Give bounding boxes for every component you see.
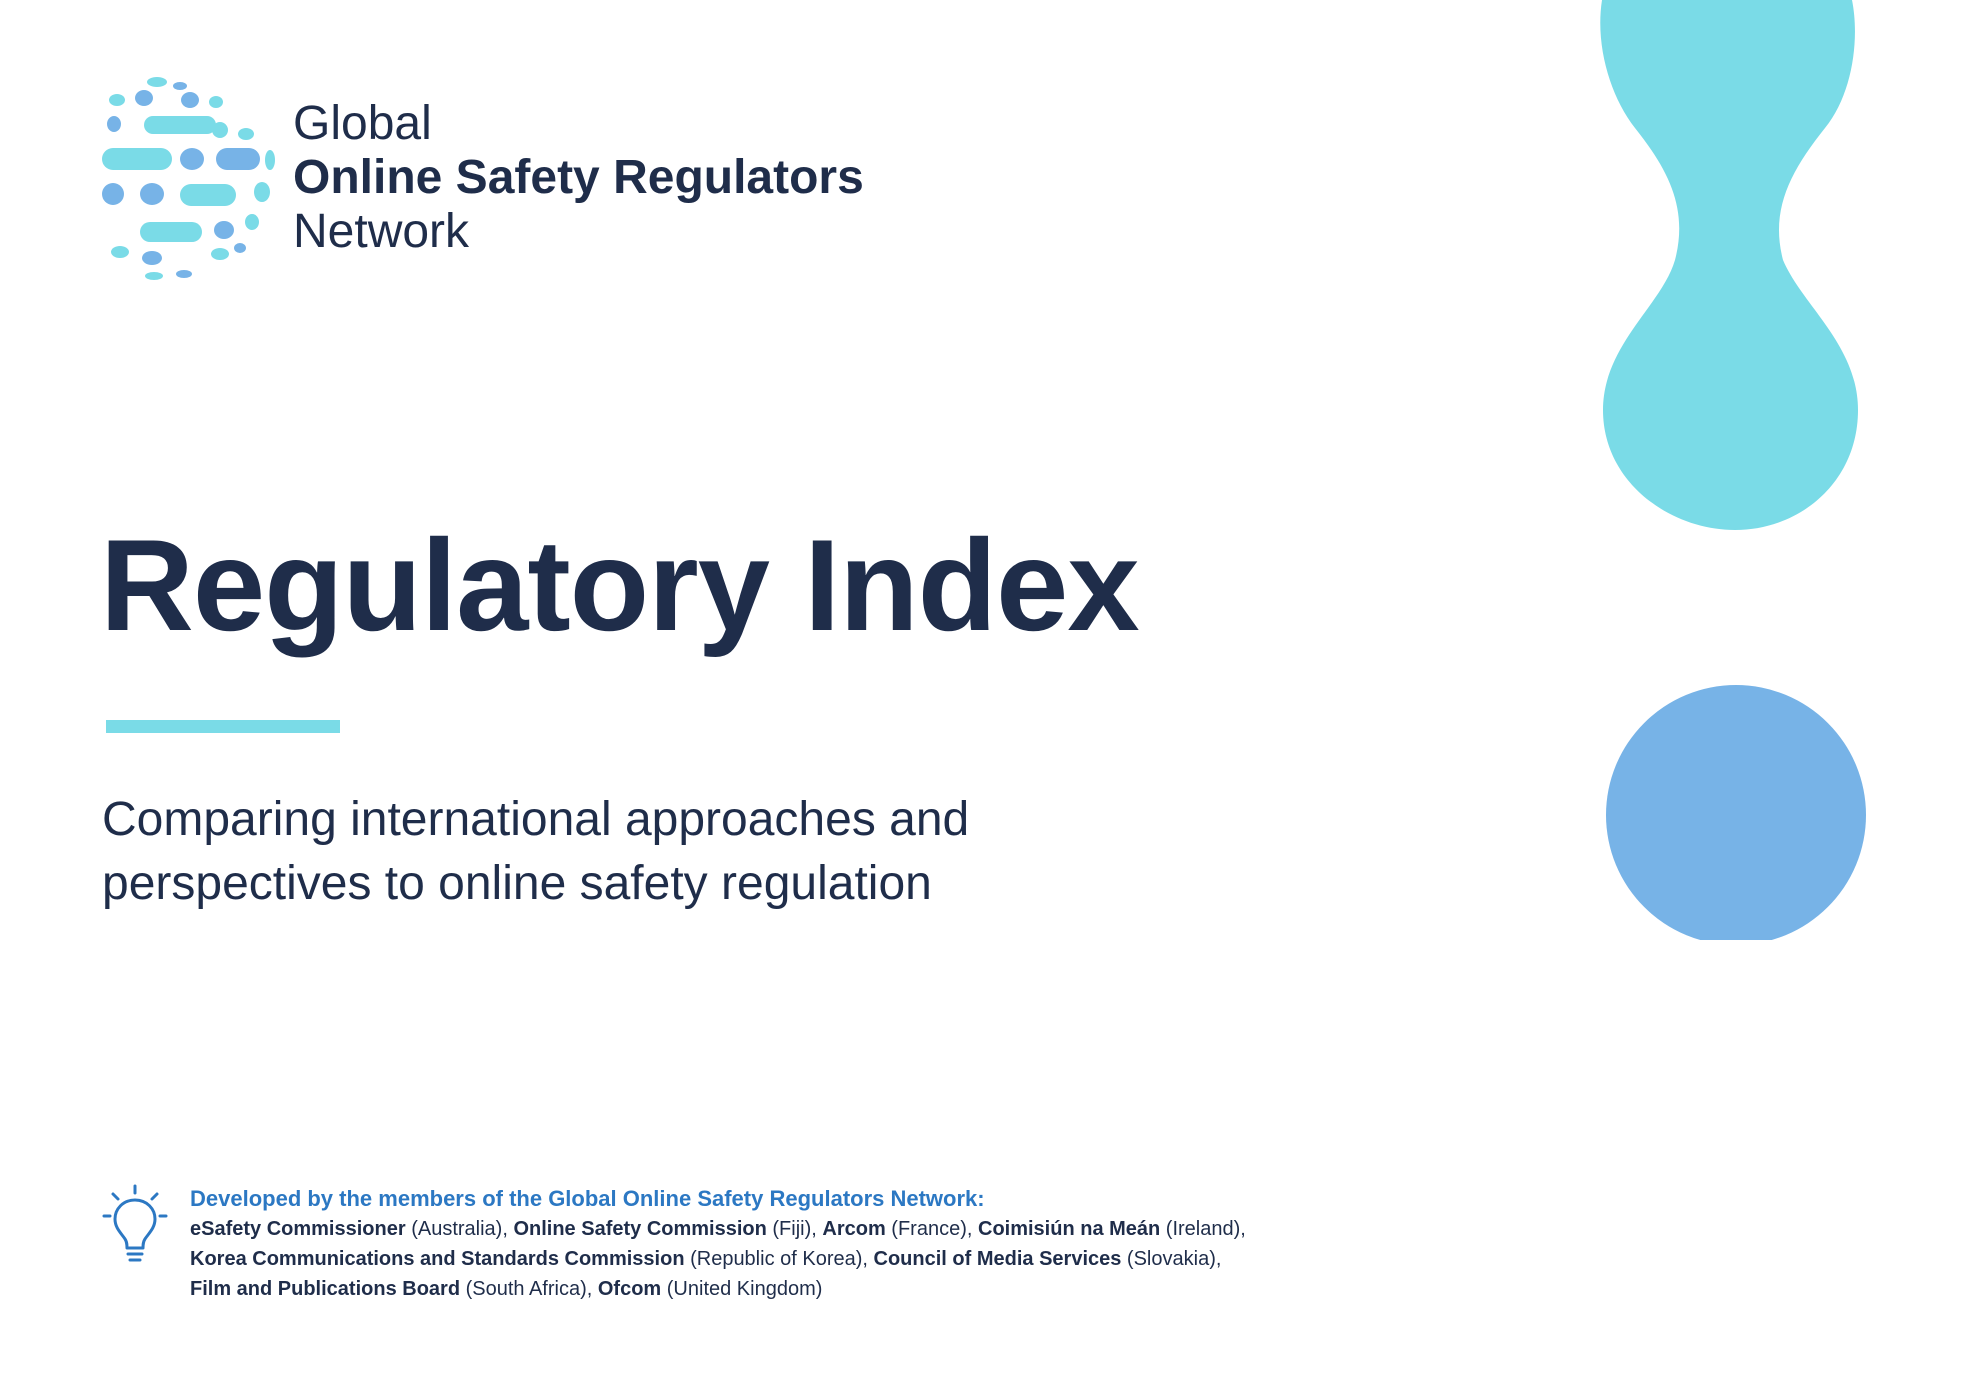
globe-dots-logo-icon: [102, 77, 275, 280]
page-title: Regulatory Index: [100, 512, 1140, 658]
member-country: (United Kingdom): [661, 1278, 823, 1300]
logo-line-global: Global: [293, 97, 432, 150]
member-name: Film and Publications Board: [190, 1278, 461, 1300]
page-subtitle: Comparing international approaches and p…: [102, 788, 1102, 916]
member-country: (South Africa),: [460, 1278, 598, 1300]
member-name: Online Safety Commission: [513, 1218, 767, 1240]
lightbulb-icon: [102, 1184, 168, 1262]
network-logo: Global Online Safety Regulators Network: [100, 72, 980, 292]
credits-heading: Developed by the members of the Global O…: [190, 1186, 985, 1211]
credits-block: Developed by the members of the Global O…: [190, 1184, 1390, 1304]
logo-line-online-safety-regulators: Online Safety Regulators: [293, 151, 864, 204]
member-name: Korea Communications and Standards Commi…: [190, 1248, 685, 1270]
credits-line-2: Korea Communications and Standards Commi…: [190, 1244, 1390, 1274]
title-underline: [106, 720, 340, 733]
member-country: (Republic of Korea),: [684, 1248, 874, 1270]
blue-circle-shape: [1606, 685, 1866, 940]
member-name: eSafety Commissioner: [190, 1218, 406, 1240]
member-country: (Ireland),: [1160, 1218, 1246, 1240]
member-country: (France),: [885, 1218, 978, 1240]
member-name: Arcom: [822, 1218, 886, 1240]
cyan-blob-shape: [1600, 0, 1858, 530]
member-country: (Australia),: [405, 1218, 514, 1240]
member-name: Coimisiún na Meán: [978, 1218, 1161, 1240]
member-name: Council of Media Services: [873, 1248, 1122, 1270]
member-country: (Slovakia),: [1121, 1248, 1222, 1270]
member-country: (Fiji),: [766, 1218, 823, 1240]
member-name: Ofcom: [597, 1278, 662, 1300]
subtitle-line-1: Comparing international approaches and: [102, 793, 970, 846]
subtitle-line-2: perspectives to online safety regulation: [102, 857, 932, 910]
credits-line-1: eSafety Commissioner (Australia), Online…: [190, 1214, 1390, 1244]
logo-line-network: Network: [293, 205, 470, 258]
decorative-shapes: [1600, 0, 1866, 940]
logo-wordmark: Global Online Safety Regulators Network: [293, 100, 864, 256]
credits-line-3: Film and Publications Board (South Afric…: [190, 1274, 1390, 1304]
